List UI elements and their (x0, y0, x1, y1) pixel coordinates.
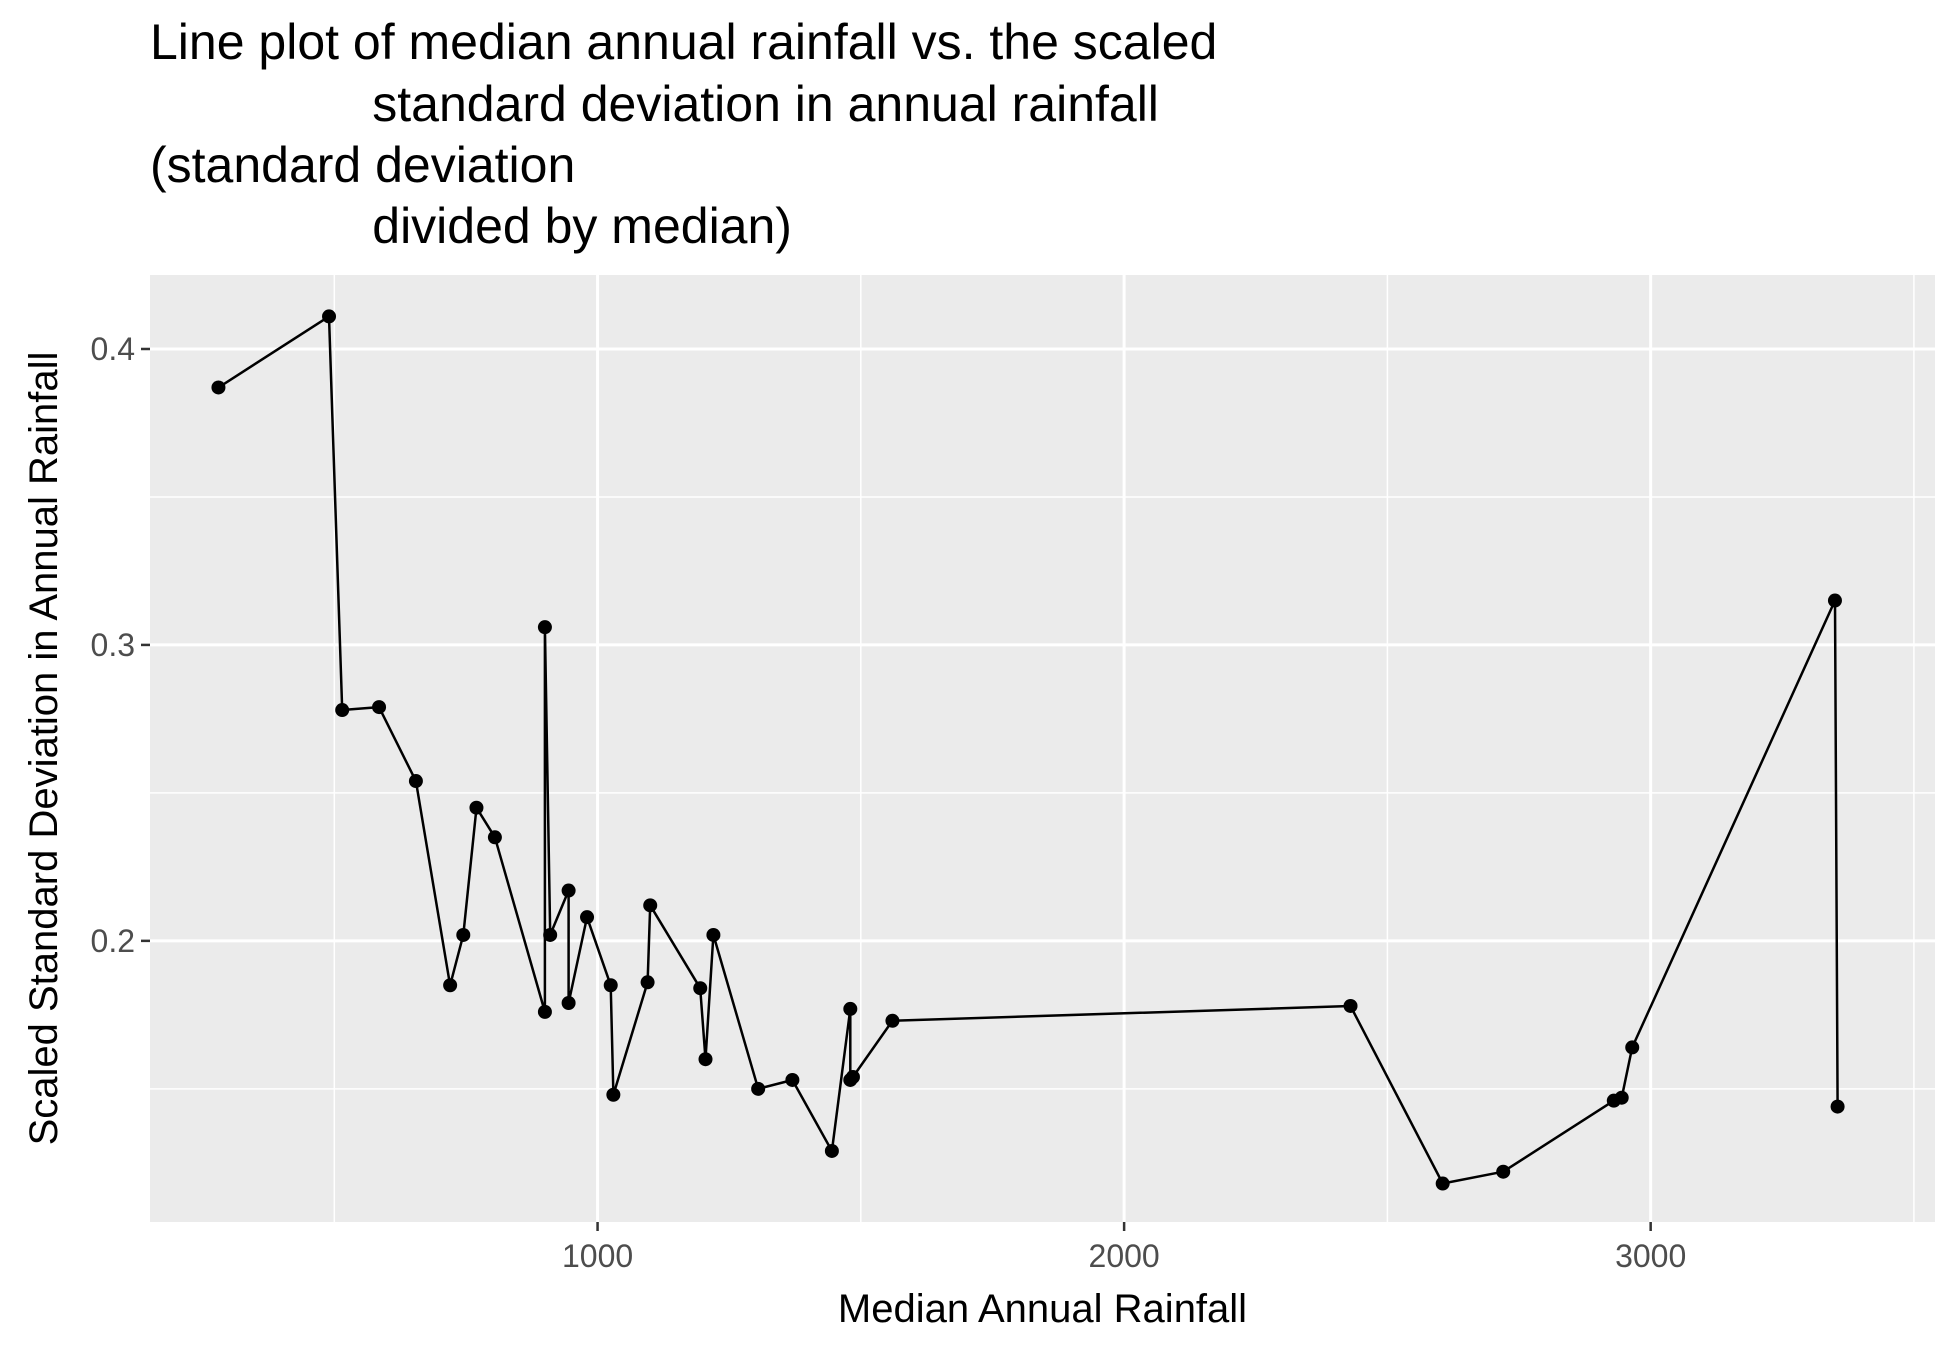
data-point (785, 1072, 800, 1087)
data-point (606, 1087, 621, 1102)
data-point (469, 800, 484, 815)
data-point (580, 910, 595, 925)
data-point (335, 703, 350, 718)
data-point (640, 975, 655, 990)
data-point (537, 620, 552, 635)
x-tick-label: 1000 (562, 1238, 633, 1274)
data-point (487, 830, 502, 845)
data-point (322, 309, 337, 324)
data-point (698, 1052, 713, 1067)
chart-title-line-3: (standard deviation (150, 137, 576, 193)
data-point (1625, 1040, 1640, 1055)
data-point (706, 927, 721, 942)
data-point (693, 981, 708, 996)
data-point (824, 1143, 839, 1158)
data-point (561, 883, 576, 898)
chart-title-line-2: standard deviation in annual rainfall (150, 76, 1159, 132)
data-point (543, 927, 558, 942)
x-axis-title: Median Annual Rainfall (838, 1287, 1247, 1331)
x-tick-label: 3000 (1615, 1238, 1686, 1274)
data-point (211, 380, 226, 395)
data-point (443, 978, 458, 993)
data-point (561, 996, 576, 1011)
data-point (603, 978, 618, 993)
data-point (1435, 1176, 1450, 1191)
data-point (408, 774, 423, 789)
data-point (1496, 1164, 1511, 1179)
chart-title-line-1: Line plot of median annual rainfall vs. … (150, 14, 1218, 70)
y-tick-label: 0.4 (91, 331, 135, 367)
y-axis-title: Scaled Standard Deviation in Annual Rain… (22, 352, 66, 1146)
chart-title-line-4: divided by median) (150, 198, 792, 254)
y-tick-label: 0.3 (91, 627, 135, 663)
data-point (456, 927, 471, 942)
y-tick-label: 0.2 (91, 923, 135, 959)
data-point (1827, 593, 1842, 608)
data-point (751, 1081, 766, 1096)
x-tick-label: 2000 (1089, 1238, 1160, 1274)
data-point (537, 1004, 552, 1019)
data-point (372, 700, 387, 715)
plot-panel (150, 275, 1935, 1222)
data-point (845, 1069, 860, 1084)
data-point (1830, 1099, 1845, 1114)
data-point (1614, 1090, 1629, 1105)
data-point (843, 1001, 858, 1016)
data-point (885, 1013, 900, 1028)
data-point (1343, 998, 1358, 1013)
data-point (643, 898, 658, 913)
